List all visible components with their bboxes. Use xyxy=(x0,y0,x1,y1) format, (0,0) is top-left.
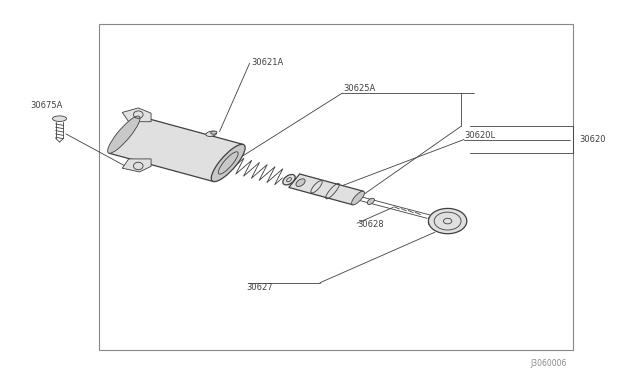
Text: 30620: 30620 xyxy=(579,135,605,144)
Ellipse shape xyxy=(367,198,374,205)
Ellipse shape xyxy=(428,208,467,234)
Text: 30628: 30628 xyxy=(357,220,384,229)
Ellipse shape xyxy=(351,191,364,205)
Polygon shape xyxy=(289,174,364,205)
Polygon shape xyxy=(122,159,151,172)
Ellipse shape xyxy=(283,174,295,185)
Text: 30675A: 30675A xyxy=(31,101,63,110)
Text: 30620L: 30620L xyxy=(465,131,496,140)
Polygon shape xyxy=(122,108,151,122)
Bar xyxy=(99,24,573,350)
Ellipse shape xyxy=(52,116,67,121)
Text: 30625A: 30625A xyxy=(343,84,375,93)
Ellipse shape xyxy=(296,179,305,186)
Ellipse shape xyxy=(206,131,217,137)
Ellipse shape xyxy=(211,144,245,182)
Ellipse shape xyxy=(108,116,140,153)
Ellipse shape xyxy=(211,131,217,134)
Text: 30627: 30627 xyxy=(246,283,273,292)
Polygon shape xyxy=(109,116,243,182)
Text: 30621A: 30621A xyxy=(251,58,283,67)
Text: J3060006: J3060006 xyxy=(530,359,566,368)
